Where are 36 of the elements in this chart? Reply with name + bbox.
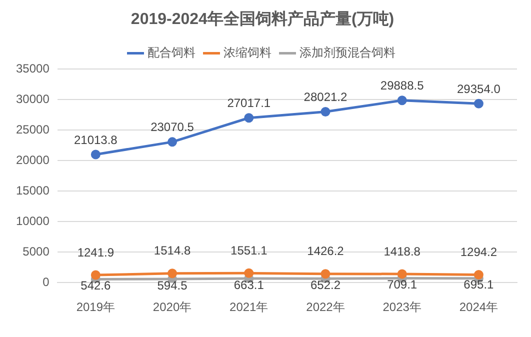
x-tick-label: 2021年 — [230, 300, 268, 314]
data-label: 1241.9 — [77, 245, 114, 260]
data-label: 652.2 — [310, 278, 341, 292]
legend-label: 添加剂预混合饲料 — [300, 46, 396, 60]
y-tick-label: 15000 — [16, 183, 50, 198]
x-tick-label: 2023年 — [382, 300, 422, 314]
data-label: 695.1 — [464, 278, 494, 292]
data-label: 28021.2 — [304, 90, 348, 104]
legend-label: 配合饲料 — [148, 46, 196, 60]
y-tick-label: 20000 — [16, 152, 50, 167]
data-label: 1551.1 — [230, 243, 268, 258]
legend-label: 浓缩饲料 — [224, 46, 272, 60]
data-label: 23070.5 — [150, 120, 194, 134]
x-tick-label: 2019年 — [76, 300, 116, 314]
data-label: 1294.2 — [460, 245, 498, 260]
x-tick-label: 2020年 — [152, 300, 192, 314]
chart-title: 2019-2024年全国饲料产品产量(万吨) — [130, 10, 394, 28]
y-tick-label: 35000 — [16, 62, 50, 76]
y-tick-label: 30000 — [16, 92, 50, 106]
data-label: 663.1 — [234, 278, 264, 292]
y-tick-label: 5000 — [22, 244, 50, 258]
y-tick-label: 25000 — [16, 122, 50, 136]
data-label: 1418.8 — [384, 244, 421, 258]
data-label: 29354.0 — [457, 82, 501, 96]
data-label: 1426.2 — [307, 244, 344, 258]
data-label: 709.1 — [387, 278, 418, 292]
y-tick-label: 0 — [42, 274, 50, 289]
data-label: 21013.8 — [74, 132, 118, 147]
data-label: 27017.1 — [227, 96, 271, 110]
data-label: 29888.5 — [380, 78, 424, 93]
data-label: 594.5 — [157, 278, 188, 292]
x-tick-label: 2022年 — [306, 300, 345, 314]
x-tick-label: 2024年 — [459, 300, 498, 314]
data-label: 1514.8 — [154, 244, 191, 258]
data-label: 542.6 — [80, 278, 112, 293]
y-tick-label: 10000 — [16, 214, 50, 228]
